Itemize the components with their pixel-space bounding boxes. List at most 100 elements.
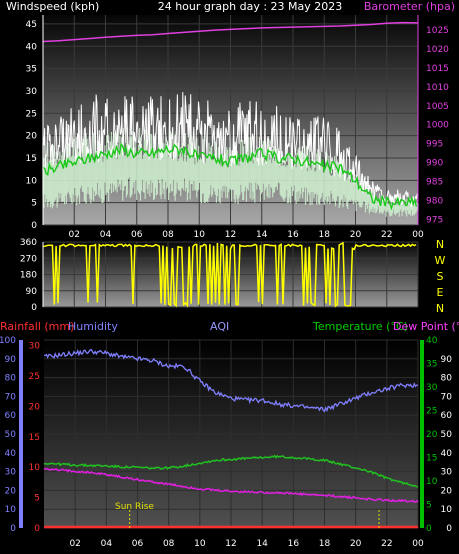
temp-x-tick-label: 16 bbox=[288, 539, 300, 549]
barometer-y-tick-label: 980 bbox=[426, 196, 443, 206]
temperature-y-tick-label: 30 bbox=[426, 383, 438, 393]
wind-y-tick-label: 45 bbox=[26, 20, 37, 30]
far-right-y-tick-label: 40 bbox=[441, 449, 453, 459]
temp-x-tick-label: 22 bbox=[381, 539, 392, 549]
wind-y-tick-label: 25 bbox=[26, 109, 37, 119]
wind-x-tick-label: 02 bbox=[69, 230, 80, 240]
rain-y-tick-label: 30 bbox=[29, 342, 41, 352]
wind-y-tick-label: 0 bbox=[31, 221, 37, 231]
wind-x-tick-label: 08 bbox=[162, 230, 174, 240]
temperature-y-tick-label: 40 bbox=[426, 336, 438, 346]
sunrise-label: Sun Rise bbox=[115, 502, 154, 512]
temperature-axis-bar bbox=[420, 340, 424, 528]
aqi-label: AQI bbox=[210, 320, 229, 333]
direction-y-tick-label: 0 bbox=[31, 303, 37, 313]
direction-y-tick-label: 360 bbox=[20, 238, 37, 248]
rain-y-tick-label: 20 bbox=[29, 402, 41, 412]
temp-x-tick-label: 18 bbox=[319, 539, 331, 549]
temperature-y-tick-label: 0 bbox=[426, 524, 432, 534]
graph-title: 24 hour graph day : 23 May 2023 bbox=[158, 0, 343, 13]
wind-x-tick-label: 06 bbox=[131, 230, 143, 240]
humidity-y-tick-label: 40 bbox=[5, 449, 17, 459]
wind-x-tick-label: 22 bbox=[381, 230, 392, 240]
barometer-y-tick-label: 1000 bbox=[426, 121, 449, 131]
temp-x-tick-label: 02 bbox=[69, 539, 80, 549]
rain-y-tick-label: 25 bbox=[29, 372, 40, 382]
humidity-y-tick-label: 100 bbox=[0, 336, 16, 346]
wind-x-tick-label: 10 bbox=[194, 230, 206, 240]
humidity-line bbox=[43, 348, 419, 413]
humidity-y-tick-label: 0 bbox=[10, 524, 16, 534]
far-right-y-tick-label: 50 bbox=[441, 430, 453, 440]
far-right-y-tick-label: 90 bbox=[441, 355, 453, 365]
humidity-y-tick-label: 30 bbox=[5, 468, 17, 478]
temp-x-tick-label: 20 bbox=[350, 539, 362, 549]
humidity-label: Humidity bbox=[68, 320, 118, 333]
humidity-y-tick-label: 90 bbox=[5, 355, 17, 365]
wind-x-tick-label: 00 bbox=[412, 230, 424, 240]
barometer-line bbox=[42, 21, 419, 43]
direction-y-tick-label: 270 bbox=[20, 254, 37, 264]
humidity-y-tick-label: 50 bbox=[5, 430, 17, 440]
far-right-y-tick-label: 10 bbox=[441, 505, 453, 515]
far-right-y-tick-label: 20 bbox=[441, 486, 453, 496]
wind-x-tick-label: 16 bbox=[287, 230, 299, 240]
temp-x-tick-label: 12 bbox=[225, 539, 236, 549]
barometer-y-tick-label: 1010 bbox=[426, 83, 449, 93]
rain-y-tick-label: 5 bbox=[34, 494, 40, 504]
compass-w: W bbox=[435, 254, 446, 267]
temp-x-tick-label: 00 bbox=[412, 539, 424, 549]
wind-x-tick-label: 20 bbox=[350, 230, 362, 240]
gust-line bbox=[42, 92, 418, 208]
temperature-y-tick-label: 15 bbox=[426, 454, 437, 464]
compass-s: S bbox=[437, 270, 444, 283]
humidity-y-tick-label: 20 bbox=[5, 486, 17, 496]
wind-y-tick-label: 10 bbox=[26, 176, 38, 186]
wind-x-tick-label: 04 bbox=[100, 230, 112, 240]
wind-x-tick-label: 14 bbox=[256, 230, 268, 240]
temperature-y-tick-label: 5 bbox=[426, 501, 432, 511]
rain-y-tick-label: 10 bbox=[29, 463, 41, 473]
wind-average-line bbox=[42, 142, 418, 211]
wind-y-tick-label: 5 bbox=[31, 199, 37, 209]
barometer-y-tick-label: 1025 bbox=[426, 26, 449, 36]
wind-y-tick-label: 20 bbox=[26, 132, 38, 142]
temp-x-tick-label: 08 bbox=[163, 539, 175, 549]
far-right-y-tick-label: 70 bbox=[441, 392, 453, 402]
temp-x-tick-label: 10 bbox=[194, 539, 206, 549]
far-right-y-tick-label: 0 bbox=[446, 524, 452, 534]
temperature-y-tick-label: 35 bbox=[426, 360, 437, 370]
windspeed-label: Windspeed (kph) bbox=[6, 0, 99, 13]
compass-n-top: N bbox=[436, 238, 444, 251]
barometer-y-tick-label: 975 bbox=[426, 215, 443, 225]
wind-x-tick-label: 18 bbox=[319, 230, 331, 240]
humidity-y-tick-label: 80 bbox=[5, 374, 17, 384]
rain-y-tick-label: 0 bbox=[34, 524, 40, 534]
wind-x-tick-label: 12 bbox=[225, 230, 236, 240]
temp-x-tick-label: 06 bbox=[132, 539, 144, 549]
humidity-axis-bar bbox=[19, 340, 23, 528]
temperature-label: Temperature (°C) bbox=[312, 320, 408, 333]
wind-direction-line bbox=[42, 241, 417, 308]
far-right-y-tick-label: 60 bbox=[441, 411, 453, 421]
direction-y-tick-label: 180 bbox=[20, 271, 37, 281]
humidity-y-tick-label: 60 bbox=[5, 411, 17, 421]
direction-y-tick-label: 90 bbox=[26, 287, 38, 297]
barometer-y-tick-label: 985 bbox=[426, 177, 443, 187]
rainfall-label: Rainfall (mm) bbox=[0, 320, 74, 333]
compass-n-bottom: N bbox=[436, 302, 444, 315]
humidity-y-tick-label: 70 bbox=[5, 392, 17, 402]
temperature-line bbox=[43, 454, 419, 488]
barometer-y-tick-label: 990 bbox=[426, 159, 443, 169]
compass-e: E bbox=[437, 286, 444, 299]
wind-y-tick-label: 35 bbox=[26, 65, 37, 75]
barometer-y-tick-label: 1020 bbox=[426, 45, 449, 55]
far-right-y-tick-label: 30 bbox=[441, 468, 453, 478]
temp-x-tick-label: 14 bbox=[256, 539, 268, 549]
humidity-y-tick-label: 10 bbox=[5, 505, 17, 515]
temp-x-tick-label: 04 bbox=[101, 539, 113, 549]
far-right-y-tick-label: 80 bbox=[441, 374, 453, 384]
temperature-y-tick-label: 20 bbox=[426, 430, 438, 440]
wind-y-tick-label: 40 bbox=[26, 42, 38, 52]
